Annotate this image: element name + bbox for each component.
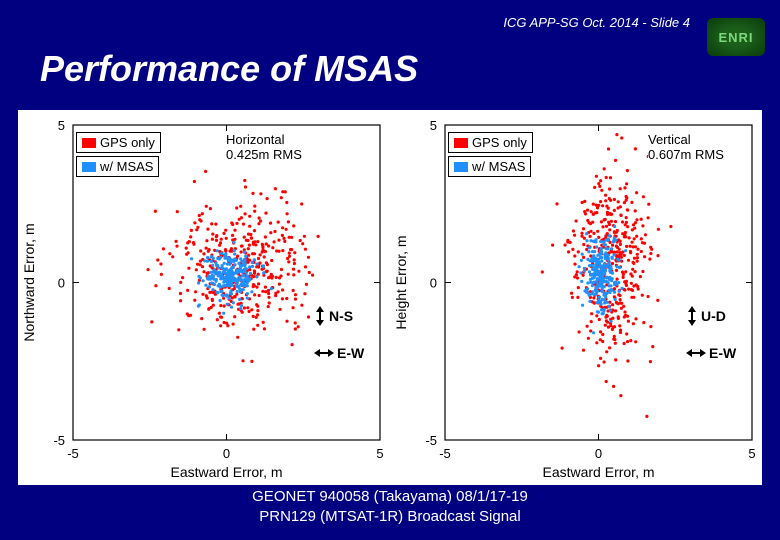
leftright-arrow-icon — [685, 346, 707, 360]
updown-arrow-icon — [313, 305, 327, 327]
svg-text:5: 5 — [58, 118, 65, 133]
svg-text:Height Error, m: Height Error, m — [393, 235, 409, 329]
svg-text:0: 0 — [595, 446, 602, 461]
legend-label: w/ MSAS — [472, 159, 525, 174]
legend-gps-only-right: GPS only — [448, 132, 533, 153]
legend-label: w/ MSAS — [100, 159, 153, 174]
footer-line2: PRN129 (MTSAT-1R) Broadcast Signal — [0, 507, 780, 527]
left-scatter-chart: -5-5 0 0 5 5 Eastward Error, m Northward Error… — [18, 110, 390, 485]
ud-arrow-label: U-D — [685, 305, 726, 327]
ns-arrow-label: N-S — [313, 305, 353, 327]
arrow-text: U-D — [701, 308, 726, 324]
svg-text:-5: -5 — [53, 433, 65, 448]
svg-text:5: 5 — [430, 118, 437, 133]
svg-text:0: 0 — [223, 446, 230, 461]
right-scatter-chart: -5-5 0 0 5 5 Eastward Error, m Height Error, m — [390, 110, 762, 485]
metric-vertical: Vertical 0.607m RMS — [648, 132, 724, 162]
svg-text:5: 5 — [748, 446, 755, 461]
legend-gps-only-left: GPS only — [76, 132, 161, 153]
arrow-text: N-S — [329, 308, 353, 324]
swatch-blue — [454, 162, 468, 172]
ew-arrow-label-right: E-W — [685, 345, 736, 361]
svg-text:Northward Error, m: Northward Error, m — [21, 223, 37, 341]
svg-text:-5: -5 — [425, 433, 437, 448]
metric-l1: Vertical — [648, 132, 724, 147]
metric-l1: Horizontal — [226, 132, 302, 147]
legend-label: GPS only — [472, 135, 527, 150]
svg-text:Eastward Error, m: Eastward Error, m — [170, 464, 282, 480]
svg-text:0: 0 — [430, 276, 437, 291]
footer-line1: GEONET 940058 (Takayama) 08/1/17-19 — [0, 487, 780, 507]
legend-msas-right: w/ MSAS — [448, 156, 531, 177]
ew-arrow-label-left: E-W — [313, 345, 364, 361]
svg-text:Eastward Error, m: Eastward Error, m — [542, 464, 654, 480]
leftright-arrow-icon — [313, 346, 335, 360]
legend-label: GPS only — [100, 135, 155, 150]
metric-horizontal: Horizontal 0.425m RMS — [226, 132, 302, 162]
svg-text:0: 0 — [58, 276, 65, 291]
charts-row: -5-50055Eastward Error, mNorthward Error… — [18, 110, 762, 485]
swatch-red — [454, 138, 468, 148]
svg-text:-5: -5 — [439, 446, 451, 461]
metric-l2: 0.607m RMS — [648, 147, 724, 162]
footer: GEONET 940058 (Takayama) 08/1/17-19 PRN1… — [0, 487, 780, 526]
enri-logo: ENRI — [707, 18, 765, 56]
svg-text:-5: -5 — [67, 446, 79, 461]
swatch-blue — [82, 162, 96, 172]
svg-text:5: 5 — [376, 446, 383, 461]
header-slide-info: ICG APP-SG Oct. 2014 - Slide 4 — [503, 15, 690, 30]
arrow-text: E-W — [337, 345, 364, 361]
page-title: Performance of MSAS — [40, 48, 418, 90]
left-chart-panel: -5-5 0 0 5 5 Eastward Error, m Northward Error… — [18, 110, 390, 485]
right-chart-panel: -5-5 0 0 5 5 Eastward Error, m Height Error, m… — [390, 110, 762, 485]
arrow-text: E-W — [709, 345, 736, 361]
swatch-red — [82, 138, 96, 148]
legend-msas-left: w/ MSAS — [76, 156, 159, 177]
updown-arrow-icon — [685, 305, 699, 327]
metric-l2: 0.425m RMS — [226, 147, 302, 162]
